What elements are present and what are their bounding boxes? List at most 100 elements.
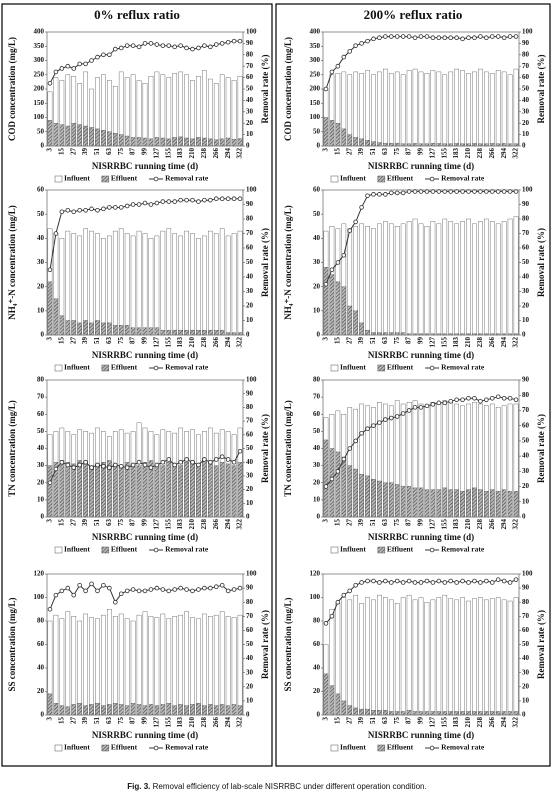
y2-tick-label: 20 <box>246 485 254 493</box>
y2-tick-label: 0 <box>246 513 250 521</box>
legend-label: Influent <box>64 174 90 183</box>
bar <box>454 68 459 147</box>
bar <box>160 704 166 716</box>
y2-tick-label: 80 <box>522 50 530 58</box>
bar <box>219 228 225 336</box>
x-tick-label: 27 <box>69 337 77 345</box>
line-marker <box>448 35 453 40</box>
bar <box>501 71 507 147</box>
bar <box>112 325 118 336</box>
legend-swatch <box>54 546 63 554</box>
y-tick-label: 60 <box>313 410 321 418</box>
bar <box>207 138 213 147</box>
line-marker <box>160 199 166 204</box>
bar <box>196 618 201 716</box>
line-marker <box>130 587 136 592</box>
x-tick-label: 266 <box>212 337 220 348</box>
bar <box>424 711 430 716</box>
legend-swatch <box>330 175 339 183</box>
bar <box>89 322 94 336</box>
bar <box>323 267 329 336</box>
bar <box>202 705 207 716</box>
y-tick-label: 60 <box>313 640 321 648</box>
y2-tick-label: 60 <box>522 73 530 81</box>
bar <box>347 134 353 147</box>
bar <box>130 463 136 518</box>
line-marker <box>389 34 394 39</box>
bar <box>166 462 172 518</box>
line-marker <box>83 588 88 594</box>
x-tick-label: 266 <box>212 148 220 159</box>
y-tick-label: 350 <box>34 42 45 50</box>
x-tick-label: 3 <box>46 519 54 523</box>
bar <box>430 599 436 716</box>
bar <box>347 599 353 716</box>
legend-swatch <box>54 744 63 752</box>
x-tick-label: 75 <box>117 519 125 527</box>
legend-label: Removal rate <box>165 174 209 183</box>
line-marker <box>196 45 201 51</box>
bar <box>466 711 471 716</box>
line-marker <box>124 203 130 209</box>
y2-tick-label: 70 <box>246 417 254 425</box>
bar <box>65 230 71 336</box>
bar <box>148 75 154 147</box>
bar <box>207 329 213 336</box>
line-marker <box>65 462 71 468</box>
line-marker <box>142 200 148 206</box>
bar <box>460 70 465 147</box>
bar <box>166 618 172 716</box>
legend-label: Influent <box>64 545 90 554</box>
bar <box>424 226 430 336</box>
x-tick-label: 39 <box>81 337 89 345</box>
line-marker <box>219 582 225 588</box>
bar <box>130 620 136 716</box>
x-tick-label: 210 <box>464 519 472 530</box>
bar <box>466 218 471 336</box>
legend-label: Influent <box>340 545 366 554</box>
legend-marker <box>153 745 159 751</box>
bar <box>130 703 136 716</box>
bar <box>124 462 130 518</box>
y2-tick-label: 10 <box>522 497 530 505</box>
x-tick-label: 183 <box>176 717 184 728</box>
bar <box>184 329 189 336</box>
x-tick-label: 99 <box>141 519 149 527</box>
x-tick-label: 3 <box>322 519 330 523</box>
bar <box>118 325 124 336</box>
bar <box>472 223 477 336</box>
bar <box>190 704 195 716</box>
x-tick-label: 15 <box>333 148 341 156</box>
x-tick-label: 266 <box>488 337 496 348</box>
bar <box>118 465 124 518</box>
bar <box>124 325 130 336</box>
x-tick-label: 63 <box>105 717 113 725</box>
line-marker <box>190 197 195 203</box>
x-tick-label: 75 <box>393 519 401 527</box>
caption: Fig. 3. Removal efficiency of lab-scale … <box>127 782 426 791</box>
y2-tick-label: 30 <box>522 107 530 115</box>
legend-label: Effluent <box>111 363 138 372</box>
y2-tick-label: 50 <box>522 85 530 93</box>
legend-label: Effluent <box>387 545 414 554</box>
y2-tick-label: 40 <box>522 452 530 460</box>
bar <box>190 463 195 518</box>
x-tick-label: 3 <box>46 337 54 341</box>
y2-axis-title: Removal rate (%) <box>260 414 270 483</box>
bar <box>77 703 83 716</box>
line-marker <box>323 281 329 287</box>
y2-tick-label: 50 <box>246 85 254 93</box>
line-marker <box>347 588 353 594</box>
y2-tick-label: 80 <box>246 215 254 223</box>
bar <box>442 487 448 518</box>
y2-tick-label: 40 <box>522 273 530 281</box>
bar <box>184 462 189 518</box>
y-tick-label: 60 <box>37 410 45 418</box>
y-tick-label: 10 <box>313 306 321 314</box>
bar <box>77 460 83 518</box>
line-marker <box>47 480 53 486</box>
bar <box>489 73 495 147</box>
y2-tick-label: 90 <box>522 376 530 384</box>
bar <box>495 711 501 716</box>
bar <box>424 73 430 147</box>
